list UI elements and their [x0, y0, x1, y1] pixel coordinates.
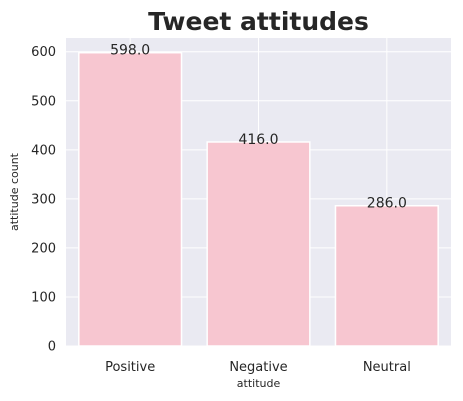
y-tick-label: 0 — [48, 340, 56, 355]
y-axis-label: attitude count — [8, 152, 21, 231]
y-tick-label: 300 — [31, 192, 56, 207]
data-label-neutral: 286.0 — [367, 196, 407, 212]
bars — [78, 51, 439, 347]
x-axis-ticks: Positive Negative Neutral — [105, 360, 411, 375]
bar-neutral — [334, 204, 439, 347]
x-tick-label: Negative — [229, 360, 287, 375]
y-tick-label: 500 — [31, 94, 56, 109]
chart-title: Tweet attitudes — [148, 7, 369, 36]
y-tick-label: 200 — [31, 241, 56, 256]
bar-positive — [78, 51, 183, 347]
data-labels: 598.0 416.0 286.0 — [110, 43, 407, 212]
x-tick-label: Neutral — [363, 360, 411, 375]
bar-negative — [206, 141, 311, 347]
data-label-negative: 416.0 — [238, 132, 278, 148]
y-tick-label: 400 — [31, 143, 56, 158]
x-tick-label: Positive — [105, 360, 155, 375]
data-label-positive: 598.0 — [110, 43, 150, 59]
y-tick-label: 600 — [31, 45, 56, 60]
y-tick-label: 100 — [31, 290, 56, 305]
y-axis-ticks: 0 100 200 300 400 500 600 — [31, 45, 56, 354]
x-axis-label: attitude — [237, 377, 281, 390]
